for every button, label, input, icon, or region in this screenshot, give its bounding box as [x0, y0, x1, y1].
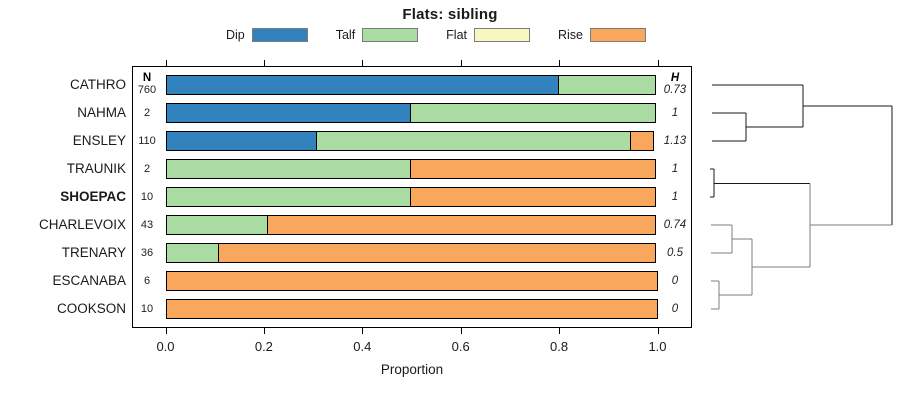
- h-value: 0.5: [667, 247, 683, 259]
- bar-segment-rise: [267, 215, 656, 235]
- n-value: 110: [138, 135, 156, 147]
- h-value: 0: [671, 303, 679, 315]
- category-label: ESCANABA: [52, 273, 126, 288]
- category-label: ENSLEY: [72, 133, 126, 148]
- legend-swatch-rise: [589, 28, 646, 42]
- x-axis-tick: [165, 328, 167, 334]
- x-axis-tick: [657, 60, 659, 66]
- bar-segment-talf: [165, 243, 220, 263]
- category-label: CATHRO: [70, 77, 126, 92]
- n-value: 2: [143, 107, 151, 119]
- x-axis-tick: [559, 328, 561, 334]
- category-label: CHARLEVOIX: [38, 217, 126, 232]
- bar-segment-talf: [165, 215, 269, 235]
- legend-label-rise: Rise: [557, 28, 583, 42]
- bar-row: [165, 271, 658, 291]
- legend-swatch-talf: [362, 28, 419, 42]
- category-label: TRENARY: [61, 245, 126, 260]
- x-axis-tick-label: 0.4: [353, 339, 372, 354]
- bar-segment-rise: [165, 299, 658, 319]
- bar-segment-rise: [409, 159, 656, 179]
- legend-label-flat: Flat: [446, 28, 467, 42]
- chart-title: Flats: sibling: [402, 6, 498, 23]
- x-axis-tick-label: 1.0: [648, 339, 667, 354]
- legend-swatch-flat: [474, 28, 530, 42]
- x-axis-tick: [362, 60, 364, 66]
- n-value: 10: [140, 303, 154, 315]
- category-label: COOKSON: [56, 301, 126, 316]
- n-value: 43: [140, 219, 154, 231]
- bar-segment-dip: [165, 131, 319, 151]
- legend-item-talf: Talf: [335, 28, 419, 42]
- x-axis-tick-label: 0.0: [156, 339, 175, 354]
- bar-segment-rise: [165, 271, 658, 291]
- h-value: 1: [671, 163, 679, 175]
- category-label: SHOEPAC: [60, 189, 126, 204]
- legend-swatch-dip: [251, 28, 308, 42]
- x-axis-tick-label: 0.8: [550, 339, 569, 354]
- h-value: 1: [671, 191, 679, 203]
- bar-row: [165, 243, 656, 263]
- h-value: 0: [671, 275, 679, 287]
- legend: Dip Talf Flat Rise: [226, 27, 646, 43]
- bar-segment-rise: [629, 131, 655, 151]
- x-axis-tick: [460, 60, 462, 66]
- x-axis-tick: [165, 60, 167, 66]
- h-value: H 0.73: [663, 72, 687, 96]
- n-value: 10: [140, 191, 154, 203]
- h-column-header: H: [670, 72, 680, 84]
- legend-item-dip: Dip: [226, 28, 308, 42]
- legend-item-rise: Rise: [558, 28, 646, 42]
- x-axis-tick-label: 0.6: [451, 339, 470, 354]
- bar-row: [165, 75, 656, 95]
- bar-row: [165, 103, 656, 123]
- n-value: 6: [143, 275, 151, 287]
- x-axis-tick: [559, 60, 561, 66]
- x-axis-tick: [657, 328, 659, 334]
- legend-label-dip: Dip: [226, 28, 245, 42]
- n-column-header: N: [142, 72, 152, 84]
- bar-segment-dip: [165, 75, 560, 95]
- x-axis-tick: [362, 328, 364, 334]
- bar-segment-talf: [316, 131, 632, 151]
- legend-label-talf: Talf: [335, 28, 356, 42]
- x-axis-tick-label: 0.2: [254, 339, 273, 354]
- bar-segment-talf: [165, 187, 412, 207]
- category-label: NAHMA: [77, 105, 126, 120]
- n-value: 2: [143, 163, 151, 175]
- x-axis-title: Proportion: [380, 362, 444, 377]
- bar-segment-talf: [165, 159, 412, 179]
- bar-segment-rise: [218, 243, 656, 263]
- bar-segment-dip: [165, 103, 412, 123]
- x-axis-tick: [460, 328, 462, 334]
- h-value: 1.13: [663, 135, 687, 147]
- bar-row: [165, 131, 655, 151]
- bar-segment-talf: [409, 103, 656, 123]
- h-value: 1: [671, 107, 679, 119]
- bar-row: [165, 299, 658, 319]
- bar-row: [165, 187, 656, 207]
- bar-segment-talf: [557, 75, 656, 95]
- bar-row: [165, 159, 656, 179]
- bar-segment-rise: [409, 187, 656, 207]
- n-value: 36: [140, 247, 154, 259]
- bar-row: [165, 215, 656, 235]
- x-axis-tick: [263, 60, 266, 66]
- h-value: 0.74: [663, 219, 687, 231]
- plot-frame: [132, 66, 692, 328]
- category-label: TRAUNIK: [66, 161, 126, 176]
- dendrogram: [710, 84, 893, 310]
- x-axis-tick: [263, 328, 266, 334]
- legend-item-flat: Flat: [446, 28, 530, 42]
- n-value: N 760: [137, 72, 157, 96]
